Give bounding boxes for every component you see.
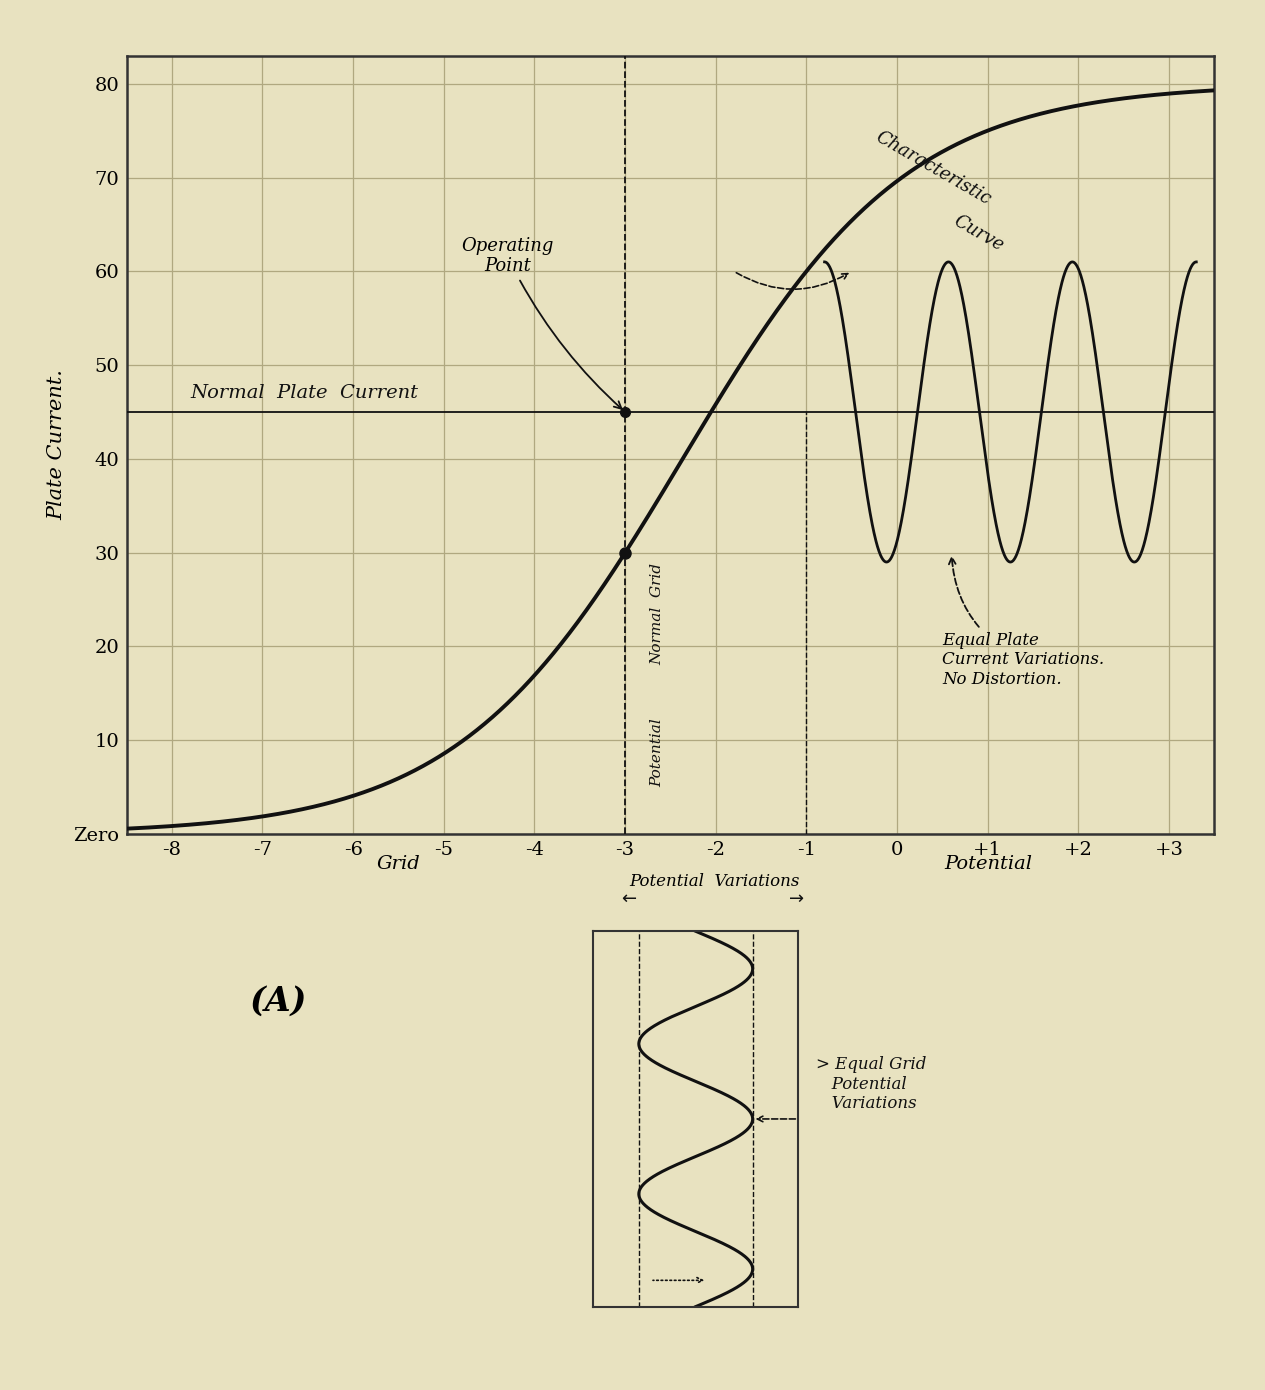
Y-axis label: Plate Current.: Plate Current. (48, 370, 67, 520)
Text: Normal  Plate  Current: Normal Plate Current (190, 384, 417, 402)
Text: Curve: Curve (950, 213, 1007, 256)
Text: Potential: Potential (944, 855, 1032, 873)
Text: Potential  Variations: Potential Variations (630, 873, 799, 890)
Text: Grid: Grid (377, 855, 420, 873)
Text: →: → (789, 890, 805, 908)
Text: Potential: Potential (650, 719, 664, 787)
Text: > Equal Grid
   Potential
   Variations: > Equal Grid Potential Variations (816, 1056, 926, 1112)
Text: ←: ← (621, 890, 636, 908)
Text: Operating
Point: Operating Point (460, 236, 621, 409)
Text: Normal  Grid: Normal Grid (650, 563, 664, 666)
Text: Equal Plate
Current Variations.
No Distortion.: Equal Plate Current Variations. No Disto… (942, 557, 1104, 688)
Text: (A): (A) (249, 984, 307, 1017)
Text: Characteristic: Characteristic (873, 128, 994, 208)
